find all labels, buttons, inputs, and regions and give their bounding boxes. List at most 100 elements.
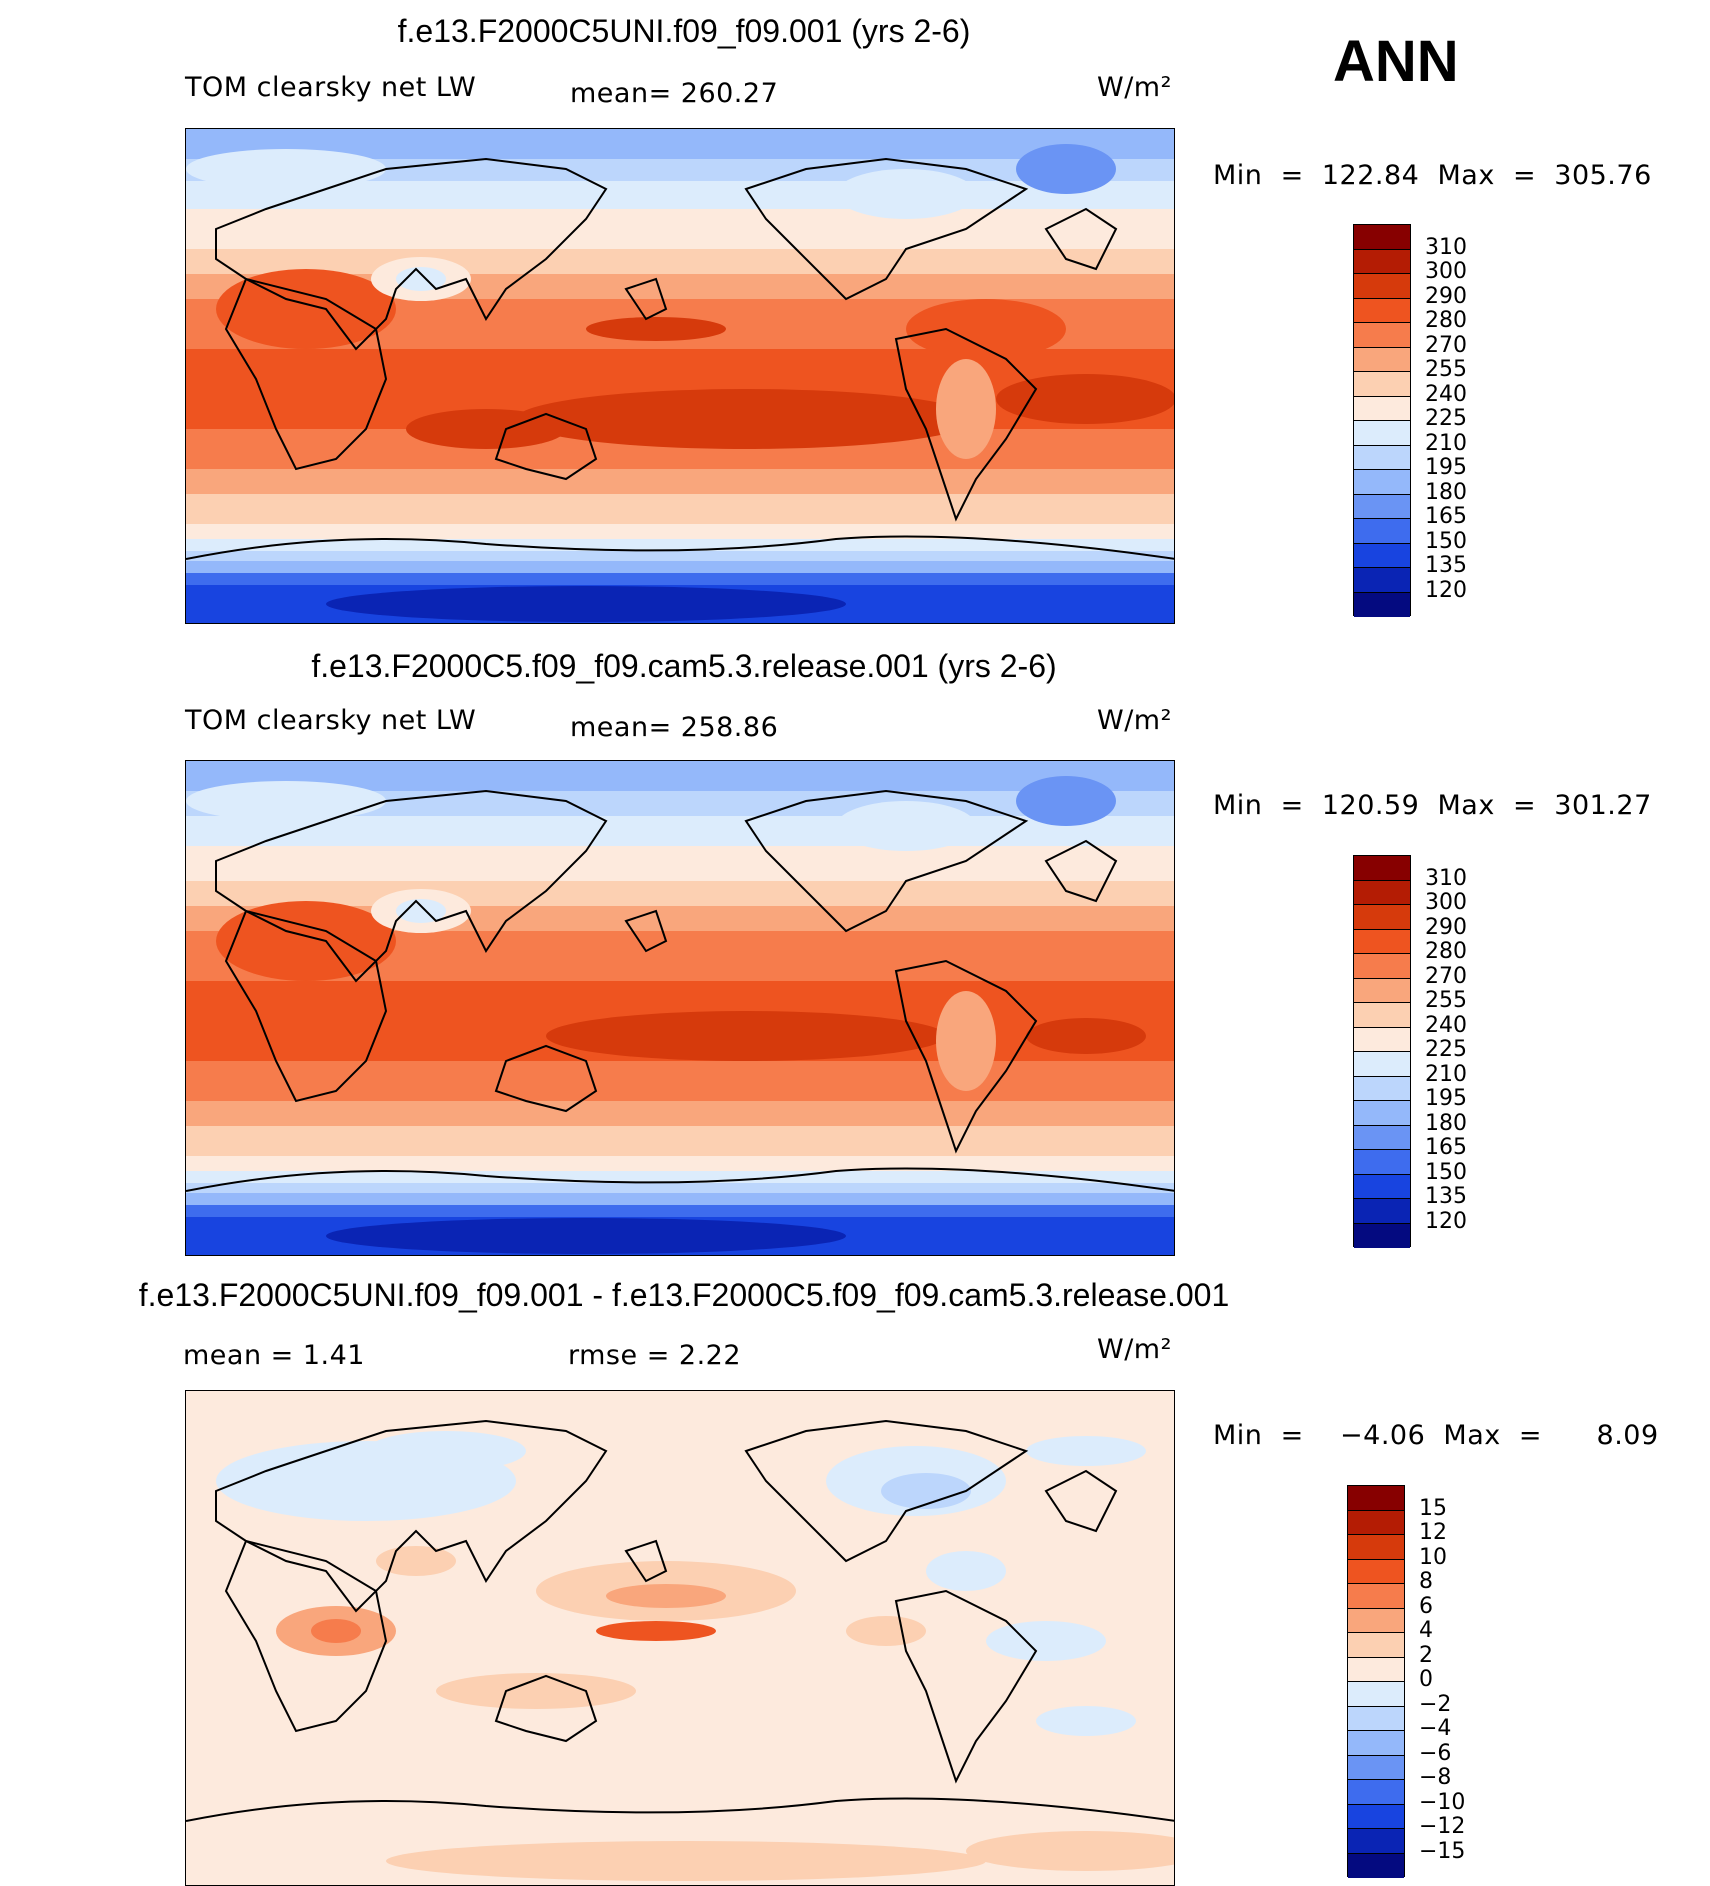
panel-2-colorbar-swatch <box>1354 978 1410 1003</box>
panel-2-colorbar <box>1353 855 1411 1248</box>
panel-1-minmax: Min = 122.84 Max = 305.76 <box>1213 160 1652 191</box>
panel-3-colorbar-label: −12 <box>1419 1814 1466 1839</box>
panel-1-colorbar-label: 225 <box>1425 406 1467 431</box>
panel-3-map <box>185 1390 1175 1886</box>
panel-2-colorbar-swatch <box>1354 1076 1410 1101</box>
panel-3-colorbar-swatch <box>1348 1633 1404 1658</box>
panel-3-colorbar-swatch <box>1348 1535 1404 1560</box>
panel-3-colorbar-label: −2 <box>1419 1692 1452 1717</box>
panel-1-colorbar-label: 290 <box>1425 284 1467 309</box>
panel-1-colorbar-label: 270 <box>1425 333 1467 358</box>
panel-2-colorbar-swatch <box>1354 1003 1410 1028</box>
panel-3-colorbar-label: −15 <box>1419 1839 1466 1864</box>
panel-1-colorbar-swatch <box>1354 470 1410 495</box>
panel-1-field-label: TOM clearsky net LW <box>185 72 477 103</box>
panel-3-colorbar <box>1347 1485 1405 1878</box>
panel-2-colorbar-swatch <box>1354 905 1410 930</box>
panel-3-colorbar-label: −6 <box>1419 1741 1452 1766</box>
panel-3-colorbar-swatch <box>1348 1706 1404 1731</box>
panel-2-colorbar-label: 150 <box>1425 1160 1467 1185</box>
panel-3-mean: mean = 1.41 <box>183 1340 365 1371</box>
panel-2-colorbar-label: 120 <box>1425 1209 1467 1234</box>
panel-1-colorbar-swatch <box>1354 372 1410 397</box>
panel-2-colorbar-swatch <box>1354 856 1410 881</box>
panel-1-colorbar-label: 210 <box>1425 431 1467 456</box>
panel-3-colorbar-swatch <box>1348 1559 1404 1584</box>
panel-2-colorbar-label: 135 <box>1425 1184 1467 1209</box>
panel-1-colorbar-swatch <box>1354 225 1410 250</box>
panel-2-colorbar-label: 280 <box>1425 939 1467 964</box>
panel-1-colorbar-label: 135 <box>1425 553 1467 578</box>
panel-1-title: f.e13.F2000C5UNI.f09_f09.001 (yrs 2-6) <box>397 13 971 49</box>
panel-1-units: W/m² <box>1097 72 1172 103</box>
panel-2-colorbar-label: 195 <box>1425 1086 1467 1111</box>
panel-1-colorbar-label: 180 <box>1425 480 1467 505</box>
panel-1-colorbar-swatch <box>1354 323 1410 348</box>
panel-3-colorbar-label: 15 <box>1419 1496 1447 1521</box>
panel-2-colorbar-swatch <box>1354 1223 1410 1248</box>
panel-2-map <box>185 760 1175 1256</box>
panel-3-colorbar-swatch <box>1348 1657 1404 1682</box>
panel-2-mean: mean= 258.86 <box>570 712 779 743</box>
panel-1-colorbar-swatch <box>1354 249 1410 274</box>
panel-2-colorbar-swatch <box>1354 1027 1410 1052</box>
panel-3-units: W/m² <box>1097 1334 1172 1365</box>
panel-1-colorbar-label: 280 <box>1425 308 1467 333</box>
panel-3-colorbar-label: 10 <box>1419 1545 1447 1570</box>
panel-1-colorbar-swatch <box>1354 274 1410 299</box>
panel-3-colorbar-label: 6 <box>1419 1594 1433 1619</box>
panel-1-colorbar-swatch <box>1354 445 1410 470</box>
panel-1-colorbar-swatch <box>1354 396 1410 421</box>
panel-2-colorbar-label: 290 <box>1425 915 1467 940</box>
panel-1-colorbar-swatch <box>1354 421 1410 446</box>
panel-2-colorbar-label: 240 <box>1425 1013 1467 1038</box>
panel-3-minmax: Min = −4.06 Max = 8.09 <box>1213 1420 1659 1451</box>
panel-3-colorbar-swatch <box>1348 1486 1404 1511</box>
panel-3-colorbar-label: −4 <box>1419 1716 1452 1741</box>
panel-2-colorbar-label: 255 <box>1425 988 1467 1013</box>
panel-3-rmse: rmse = 2.22 <box>568 1340 742 1371</box>
panel-2-colorbar-swatch <box>1354 1052 1410 1077</box>
panel-1-colorbar-label: 240 <box>1425 382 1467 407</box>
season-label: ANN <box>1333 29 1459 94</box>
panel-2-colorbar-swatch <box>1354 1174 1410 1199</box>
panel-3-colorbar-label: 12 <box>1419 1520 1447 1545</box>
panel-1-colorbar-swatch <box>1354 347 1410 372</box>
panel-1-colorbar-label: 255 <box>1425 357 1467 382</box>
panel-3-title: f.e13.F2000C5UNI.f09_f09.001 - f.e13.F20… <box>138 1277 1230 1313</box>
panel-2-units: W/m² <box>1097 705 1172 736</box>
panel-1-colorbar-swatch <box>1354 592 1410 617</box>
panel-3-colorbar-swatch <box>1348 1510 1404 1535</box>
panel-3-colorbar-swatch <box>1348 1608 1404 1633</box>
panel-1-map-graphic <box>186 129 1174 623</box>
panel-2-colorbar-swatch <box>1354 880 1410 905</box>
panel-2-colorbar-swatch <box>1354 1101 1410 1126</box>
panel-3-colorbar-label: −10 <box>1419 1790 1466 1815</box>
panel-1-colorbar-swatch <box>1354 568 1410 593</box>
panel-3-colorbar-label: 4 <box>1419 1618 1433 1643</box>
panel-1-colorbar-label: 310 <box>1425 235 1467 260</box>
panel-3-map-graphic <box>186 1391 1174 1885</box>
panel-3-colorbar-swatch <box>1348 1755 1404 1780</box>
panel-3-colorbar-swatch <box>1348 1780 1404 1805</box>
panel-2-colorbar-label: 270 <box>1425 964 1467 989</box>
panel-1-colorbar-label: 120 <box>1425 578 1467 603</box>
panel-1-colorbar-label: 150 <box>1425 529 1467 554</box>
panel-3-colorbar-swatch <box>1348 1682 1404 1707</box>
panel-2-field-label: TOM clearsky net LW <box>185 705 477 736</box>
panel-3-colorbar-label: 2 <box>1419 1643 1433 1668</box>
panel-3-colorbar-swatch <box>1348 1853 1404 1878</box>
panel-1-colorbar-swatch <box>1354 494 1410 519</box>
panel-2-colorbar-swatch <box>1354 1199 1410 1224</box>
panel-2-colorbar-swatch <box>1354 929 1410 954</box>
panel-2-colorbar-swatch <box>1354 954 1410 979</box>
panel-2-colorbar-swatch <box>1354 1150 1410 1175</box>
panel-3-colorbar-label: 0 <box>1419 1667 1433 1692</box>
panel-2-colorbar-label: 225 <box>1425 1037 1467 1062</box>
panel-2-colorbar-swatch <box>1354 1125 1410 1150</box>
panel-3-colorbar-swatch <box>1348 1731 1404 1756</box>
panel-1-colorbar-label: 300 <box>1425 259 1467 284</box>
panel-2-colorbar-label: 210 <box>1425 1062 1467 1087</box>
panel-1-colorbar-swatch <box>1354 519 1410 544</box>
panel-2-minmax: Min = 120.59 Max = 301.27 <box>1213 790 1652 821</box>
